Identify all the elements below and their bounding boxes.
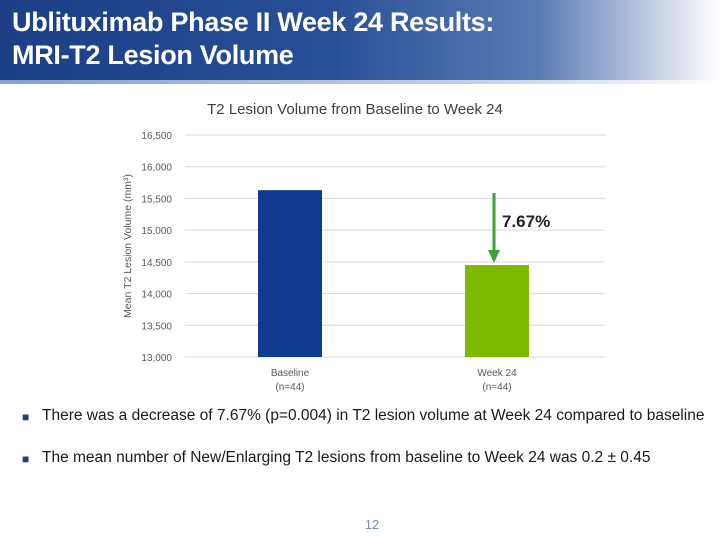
y-tick-label: 15,500 bbox=[141, 194, 172, 205]
y-tick-label: 15,000 bbox=[141, 226, 172, 237]
slide-header: Ublituximab Phase II Week 24 Results: MR… bbox=[0, 0, 720, 80]
bullet-text: There was a decrease of 7.67% (p=0.004) … bbox=[42, 407, 705, 424]
bullet-text: The mean number of New/Enlarging T2 lesi… bbox=[42, 449, 651, 466]
chart-title: T2 Lesion Volume from Baseline to Week 2… bbox=[207, 101, 503, 118]
y-tick-label: 13,500 bbox=[141, 321, 172, 332]
bullet-square-icon: ■ bbox=[22, 410, 30, 424]
slide-title-line-1: Ublituximab Phase II Week 24 Results: bbox=[12, 7, 495, 37]
header-divider bbox=[0, 80, 720, 84]
bar-baseline bbox=[258, 190, 322, 357]
bar-week-24 bbox=[465, 265, 529, 357]
decrease-annotation: 7.67% bbox=[502, 212, 550, 231]
x-tick-label: Baseline bbox=[271, 368, 310, 379]
x-tick-note: (n=44) bbox=[482, 382, 511, 393]
y-tick-label: 14,000 bbox=[141, 290, 172, 301]
y-tick-label: 16,500 bbox=[141, 131, 172, 142]
bullet-list: ■ There was a decrease of 7.67% (p=0.004… bbox=[22, 405, 712, 489]
decrease-arrow-head-icon bbox=[488, 250, 500, 263]
y-axis-label: Mean T2 Lesion Volume (mm³) bbox=[122, 174, 134, 318]
y-tick-label: 16,000 bbox=[141, 163, 172, 174]
bullet-item: ■ There was a decrease of 7.67% (p=0.004… bbox=[22, 405, 712, 427]
bullet-square-icon: ■ bbox=[22, 452, 30, 466]
y-tick-label: 13,000 bbox=[141, 353, 172, 364]
bullet-item: ■ The mean number of New/Enlarging T2 le… bbox=[22, 447, 712, 469]
page-number: 12 bbox=[364, 517, 380, 532]
slide-title: Ublituximab Phase II Week 24 Results: MR… bbox=[12, 6, 494, 72]
x-tick-note: (n=44) bbox=[275, 382, 304, 393]
slide-title-line-2: MRI-T2 Lesion Volume bbox=[12, 40, 294, 70]
y-tick-label: 14,500 bbox=[141, 258, 172, 269]
x-tick-label: Week 24 bbox=[477, 368, 517, 379]
